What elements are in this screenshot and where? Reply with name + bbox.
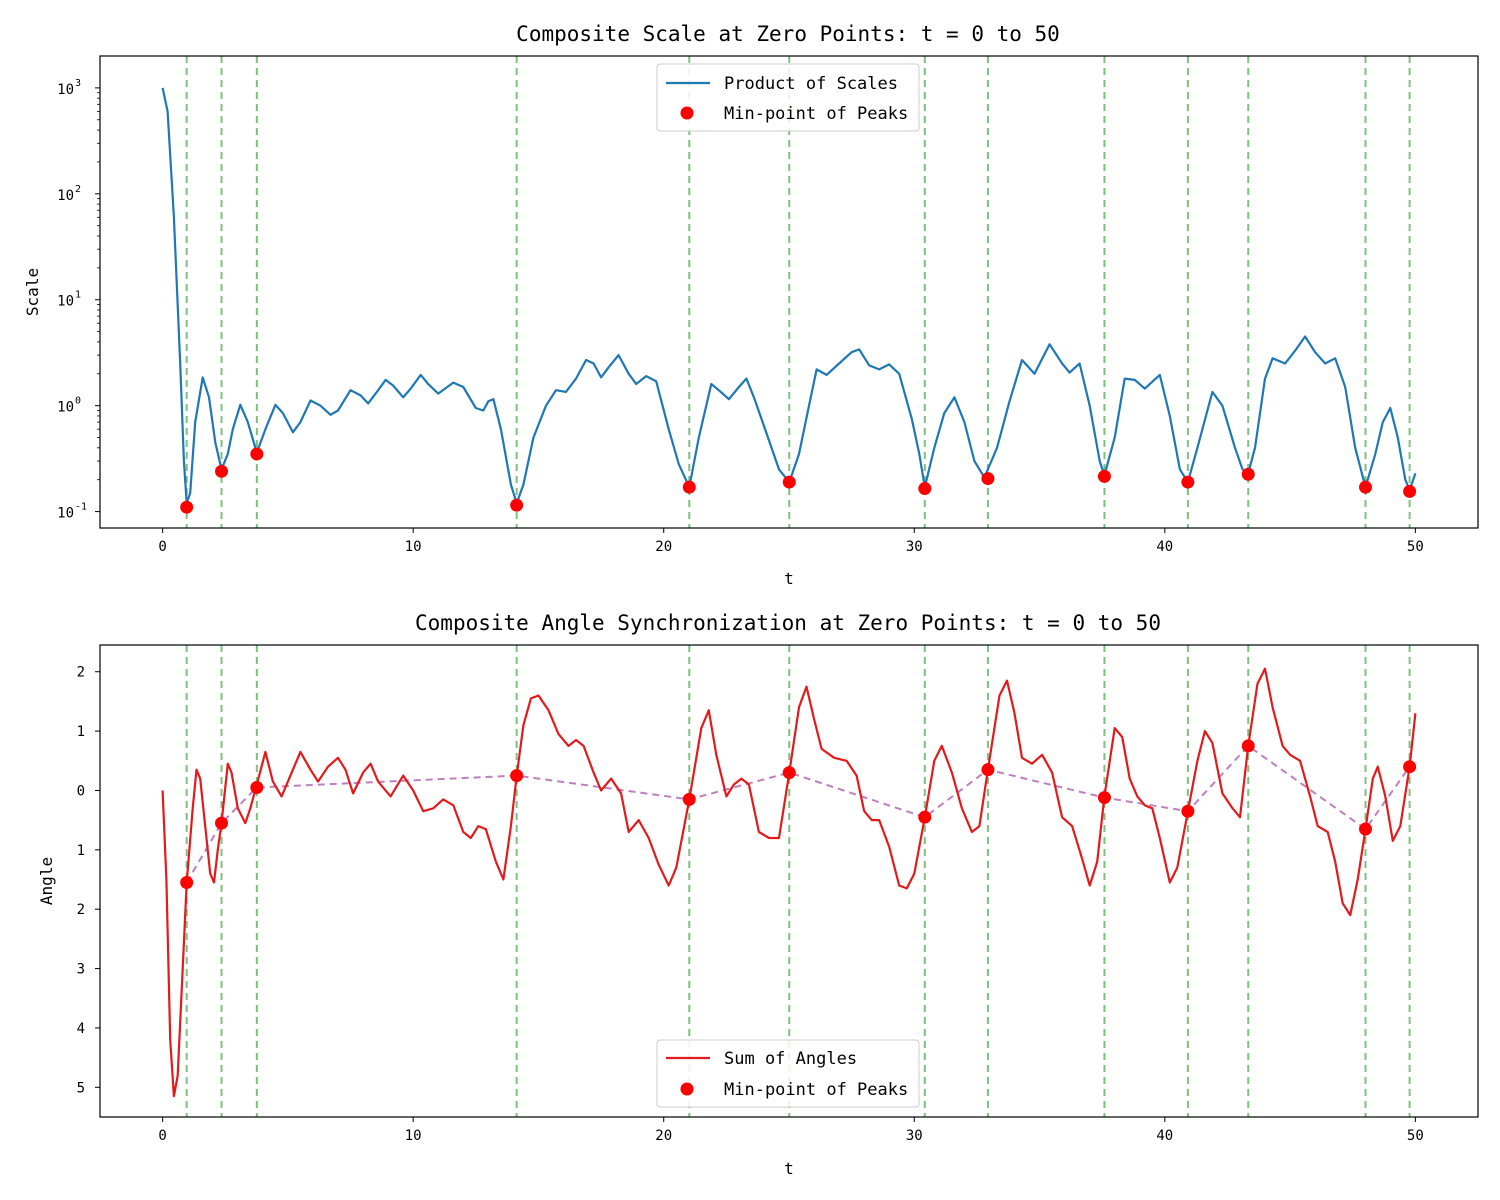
min-point-marker-2 xyxy=(215,464,229,478)
x-tick-label: 20 xyxy=(655,539,672,555)
y-tick-exponent: 0 xyxy=(75,396,81,407)
min-point-marker-1 xyxy=(180,875,194,889)
angle-series-layer xyxy=(161,667,1417,1098)
y-tick-label: 10 xyxy=(57,82,74,98)
min-point-marker-2 xyxy=(215,816,229,830)
min-point-marker-6 xyxy=(782,475,796,489)
y-tick-label: 2 xyxy=(77,665,85,681)
min-point-marker-8 xyxy=(981,472,995,486)
x-tick-label: 10 xyxy=(405,539,422,555)
angle-panel: Composite Angle Synchronization at Zero … xyxy=(37,611,1479,1178)
x-tick-label: 0 xyxy=(158,1128,166,1144)
angle-axes-frame xyxy=(99,644,1479,1118)
y-tick-label: 3 xyxy=(77,962,85,978)
angle-legend-marker-swatch xyxy=(680,1082,694,1096)
scale-legend-label-points: Min-point of Peaks xyxy=(724,104,908,124)
y-tick-label: 4 xyxy=(77,1021,85,1037)
product-of-scales-line xyxy=(161,87,1417,505)
x-tick-label: 20 xyxy=(655,1128,672,1144)
angle-chart-title: Composite Angle Synchronization at Zero … xyxy=(415,611,1161,635)
y-tick-label: 5 xyxy=(77,1080,85,1096)
scale-min-points xyxy=(180,447,1417,514)
scale-series-layer xyxy=(161,87,1417,505)
scale-y-axis-label: Scale xyxy=(23,268,42,316)
min-point-marker-4 xyxy=(510,769,524,783)
min-point-marker-13 xyxy=(1403,484,1417,498)
y-tick-exponent: 1 xyxy=(75,290,81,301)
y-tick-label: 1 xyxy=(77,843,85,859)
min-point-marker-11 xyxy=(1241,739,1255,753)
angle-legend-box xyxy=(656,1039,920,1108)
angle-y-axis-label: Angle xyxy=(37,857,56,905)
angle-x-ticks: 0 10 20 30 40 50 xyxy=(158,1117,1424,1144)
min-point-marker-12 xyxy=(1359,480,1373,494)
min-point-marker-4 xyxy=(510,498,524,512)
min-point-marker-5 xyxy=(682,792,696,806)
min-point-marker-1 xyxy=(180,500,194,514)
min-point-marker-8 xyxy=(981,763,995,777)
x-tick-label: 50 xyxy=(1407,539,1424,555)
angle-legend-label-series: Sum of Angles xyxy=(724,1049,857,1069)
scale-zero-lines xyxy=(185,56,1411,528)
scale-legend: Product of Scales Min-point of Peaks xyxy=(656,63,920,132)
x-tick-label: 30 xyxy=(906,539,923,555)
scale-panel: Composite Scale at Zero Points: t = 0 to… xyxy=(23,22,1479,588)
y-tick-label: 10 xyxy=(57,506,74,522)
y-tick-label: 1 xyxy=(77,724,85,740)
x-tick-label: 30 xyxy=(906,1128,923,1144)
min-point-marker-13 xyxy=(1403,760,1417,774)
min-point-marker-3 xyxy=(250,780,264,794)
x-tick-label: 0 xyxy=(158,539,166,555)
min-point-marker-10 xyxy=(1181,475,1195,489)
x-tick-label: 50 xyxy=(1407,1128,1424,1144)
y-tick-exponent: 2 xyxy=(75,184,81,195)
y-tick-exponent: 3 xyxy=(75,78,81,89)
scale-legend-marker-swatch xyxy=(680,106,694,120)
min-point-marker-11 xyxy=(1241,467,1255,481)
y-tick-exponent: -1 xyxy=(75,502,87,513)
y-tick-label: 2 xyxy=(77,902,85,918)
y-tick-label: 10 xyxy=(57,400,74,416)
min-point-marker-10 xyxy=(1181,804,1195,818)
angle-zero-lines xyxy=(185,645,1411,1117)
angle-min-points xyxy=(180,739,1417,889)
min-point-marker-6 xyxy=(782,766,796,780)
sum-of-angles-line xyxy=(161,667,1417,1098)
y-tick-label: 0 xyxy=(77,783,85,799)
y-tick-label: 10 xyxy=(57,188,74,204)
min-point-marker-9 xyxy=(1097,791,1111,805)
scale-chart-title: Composite Scale at Zero Points: t = 0 to… xyxy=(516,22,1060,46)
angle-x-axis-label: t xyxy=(784,1159,794,1178)
min-point-marker-12 xyxy=(1359,822,1373,836)
angle-legend-label-points: Min-point of Peaks xyxy=(724,1080,908,1100)
angle-legend: Sum of Angles Min-point of Peaks xyxy=(656,1039,920,1108)
x-tick-label: 10 xyxy=(405,1128,422,1144)
min-point-marker-9 xyxy=(1097,469,1111,483)
min-point-marker-3 xyxy=(250,447,264,461)
angle-y-ticks: 5 4 3 2 1 0 1 2 xyxy=(77,665,100,1096)
x-tick-label: 40 xyxy=(1156,1128,1173,1144)
min-point-marker-7 xyxy=(918,482,932,496)
y-tick-label: 10 xyxy=(57,294,74,310)
min-point-marker-7 xyxy=(918,810,932,824)
scale-x-axis-label: t xyxy=(784,569,794,588)
min-point-marker-5 xyxy=(682,480,696,494)
scale-axes-frame xyxy=(99,55,1479,529)
scale-x-ticks: 0 10 20 30 40 50 xyxy=(158,528,1424,555)
x-tick-label: 40 xyxy=(1156,539,1173,555)
scale-legend-box xyxy=(656,63,920,132)
scale-legend-label-series: Product of Scales xyxy=(724,74,898,94)
